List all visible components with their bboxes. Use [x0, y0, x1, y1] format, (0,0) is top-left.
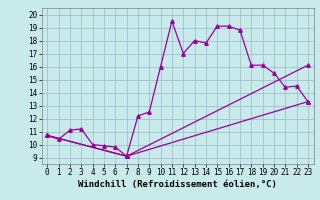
X-axis label: Windchill (Refroidissement éolien,°C): Windchill (Refroidissement éolien,°C) [78, 180, 277, 189]
